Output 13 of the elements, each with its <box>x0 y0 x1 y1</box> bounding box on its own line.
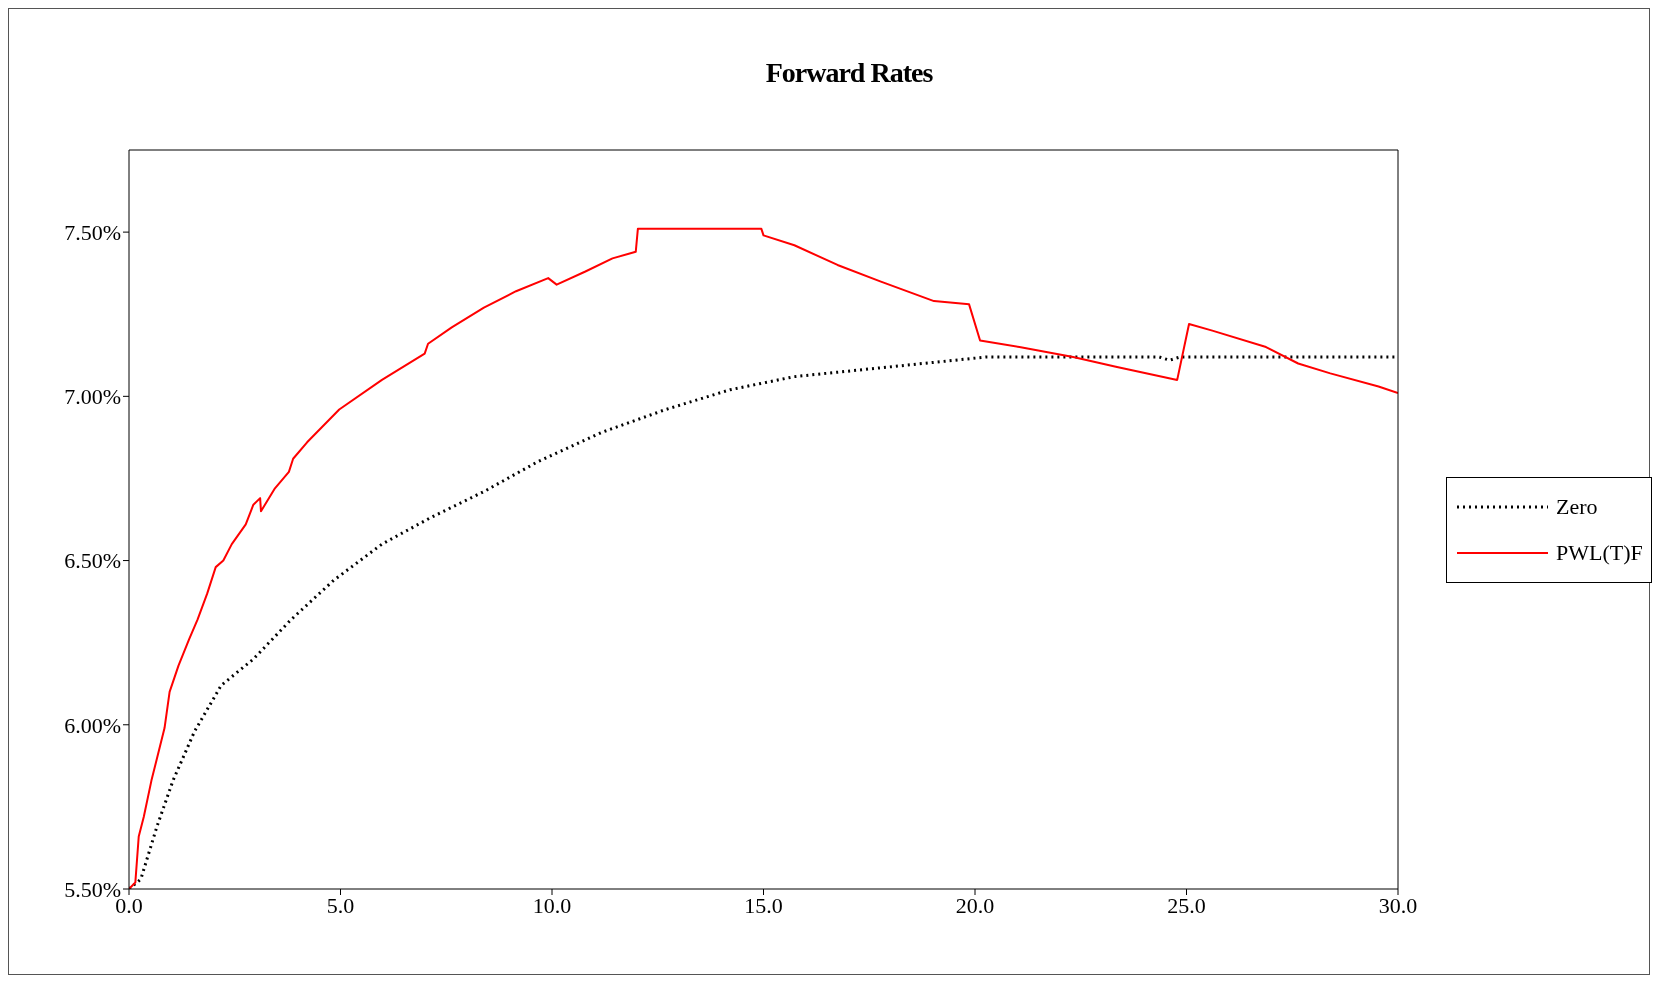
y-tick-label: 7.50% <box>64 219 121 245</box>
y-tick-label: 6.50% <box>64 548 121 574</box>
x-tick-label: 15.0 <box>744 892 783 918</box>
x-tick-label: 20.0 <box>955 892 995 918</box>
y-tick-label: 7.00% <box>64 384 121 410</box>
x-tick-label: 5.0 <box>326 892 355 918</box>
y-tick-label: 6.00% <box>64 712 121 738</box>
x-tick-label: 25.0 <box>1167 892 1206 918</box>
chart-title: Forward Rates <box>765 57 933 88</box>
x-tick-label: 30.0 <box>1378 892 1418 918</box>
x-tick-label: 10.0 <box>532 892 572 918</box>
legend-label: PWL(T)F <box>1556 540 1643 566</box>
legend-label: Zero <box>1556 494 1598 520</box>
